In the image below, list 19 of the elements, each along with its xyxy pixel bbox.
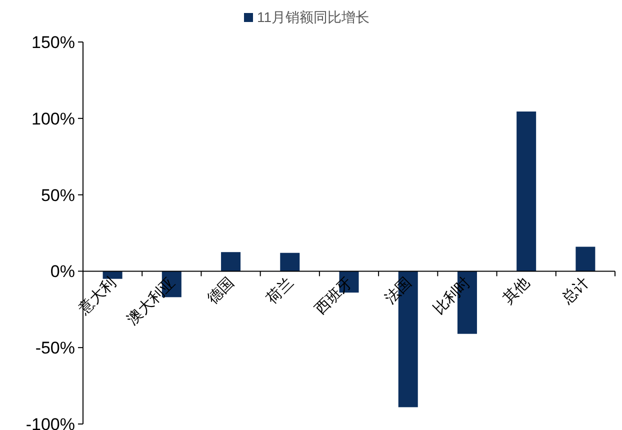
x-tick-label: 法国 [382,274,415,308]
y-tick-label: -50% [35,338,75,358]
y-tick-label: 100% [32,109,75,128]
legend: 11月销额同比增长 [244,9,370,25]
bar [576,246,596,272]
x-tick-label: 比利时 [430,274,474,318]
y-tick-label: 0% [50,262,75,282]
bar [280,252,300,272]
y-tick-label: 50% [40,186,75,205]
y-tick-label: -100% [26,415,75,430]
bar [516,112,536,272]
x-tick-label: 西班牙 [312,274,356,318]
bar [221,252,241,272]
y-tick-label: 150% [32,33,75,52]
x-tick-label: 澳大利亚 [124,274,178,328]
x-tick-label: 荷兰 [263,274,297,308]
x-tick-label: 其他 [500,274,534,308]
x-tick-label: 总计 [558,274,592,308]
x-tick-label: 德国 [204,274,238,308]
